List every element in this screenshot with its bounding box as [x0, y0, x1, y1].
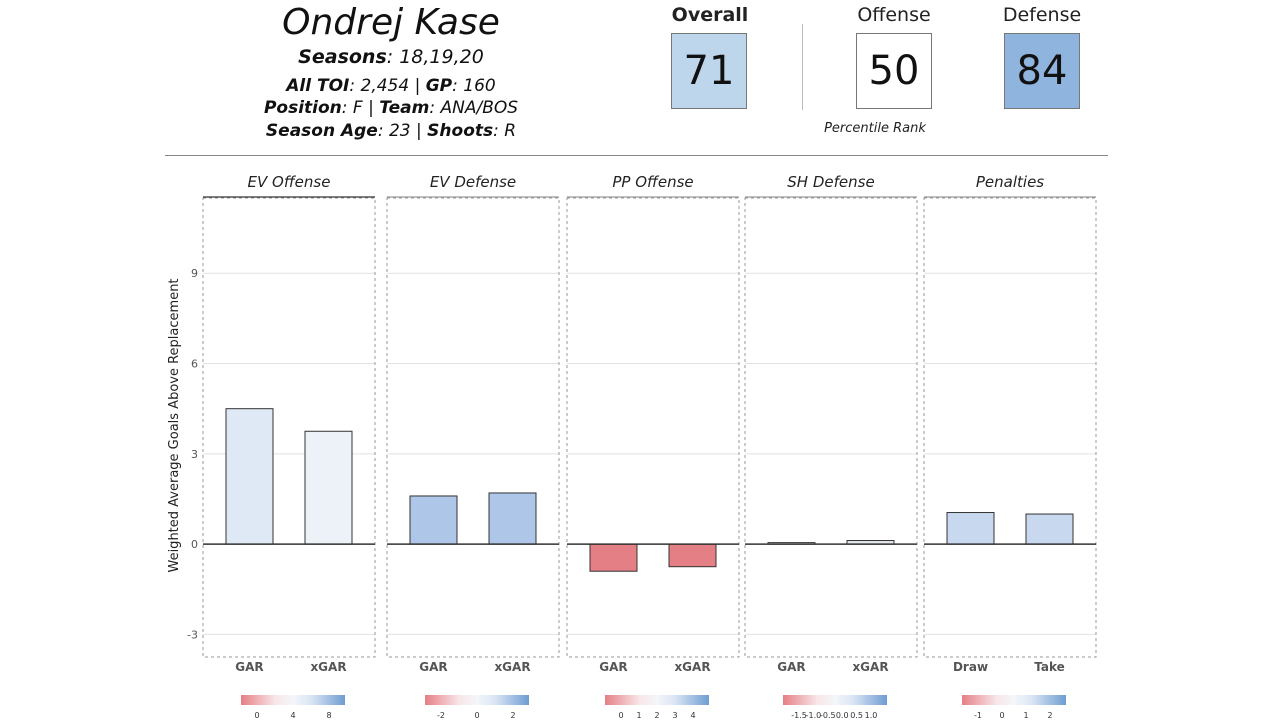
y-tick-label: 0	[191, 538, 198, 551]
overall-rating-box: 71	[671, 33, 747, 109]
bar-gar	[225, 408, 274, 545]
color-legend-tick: 2	[510, 711, 515, 720]
gp-label: GP	[425, 76, 453, 96]
color-legend-tick: 3	[672, 711, 677, 720]
panel-title: Penalties	[976, 173, 1044, 191]
bar-xgar	[304, 430, 353, 545]
color-legend-bar	[425, 695, 529, 705]
toi-label: All TOI	[286, 76, 350, 96]
color-legend-tick: -0.5	[820, 711, 836, 720]
color-legend-tick: 0	[474, 711, 479, 720]
color-legend-bar	[962, 695, 1066, 705]
panel-ev-offense: EV Offense GAR xGAR 0 4 8	[202, 173, 376, 720]
color-legend-tick: 1	[1023, 711, 1028, 720]
color-legend-tick: 1.0	[865, 711, 878, 720]
team-label: Team	[379, 98, 430, 118]
x-tick-label: GAR	[419, 660, 447, 674]
age-label: Season Age	[265, 121, 378, 141]
x-tick-label: xGAR	[494, 660, 530, 674]
seasons-value: 18,19,20	[399, 46, 484, 68]
bar-take	[1025, 513, 1074, 545]
x-tick-label: GAR	[235, 660, 263, 674]
panel-pp-offense: PP Offense GAR xGAR 0 1 2 3 4	[566, 173, 740, 720]
color-legend-tick: -1	[974, 711, 982, 720]
x-tick-label: Take	[1034, 660, 1065, 674]
bar-xgar	[668, 543, 717, 568]
bar-gar	[409, 495, 458, 545]
position-label: Position	[263, 98, 342, 118]
bar-gar	[589, 543, 638, 572]
shoots-label: Shoots	[427, 121, 494, 141]
panel-penalties: Penalties Draw Take -1 0 1 2	[923, 173, 1097, 720]
panel-frame	[566, 197, 740, 658]
color-legend-tick: 8	[326, 711, 331, 720]
color-legend-tick: 1	[636, 711, 641, 720]
panel-title: PP Offense	[612, 173, 693, 191]
age-line: Season Age: 23 | Shoots: R	[265, 121, 517, 141]
y-axis-label: Weighted Average Goals Above Replacement	[167, 278, 182, 572]
panel-ev-defense: EV Defense GAR xGAR -2 0 2	[386, 173, 560, 720]
color-legend-tick: 0	[999, 711, 1004, 720]
team-value: ANA/BOS	[440, 98, 519, 118]
x-tick-label: GAR	[599, 660, 627, 674]
color-legend-bar	[605, 695, 709, 705]
color-legend-tick: 0.5	[850, 711, 863, 720]
x-tick-label: Draw	[953, 660, 988, 674]
color-legend-tick: 2	[1047, 711, 1052, 720]
x-tick-label: xGAR	[310, 660, 346, 674]
x-tick-label: GAR	[777, 660, 805, 674]
panel-frame	[202, 197, 376, 658]
position-line: Position: F | Team: ANA/BOS	[263, 98, 519, 118]
defense-rating-box: 84	[1004, 33, 1080, 109]
color-legend-tick: 0.0	[836, 711, 849, 720]
color-legend-tick: 4	[690, 711, 695, 720]
shoots-value: R	[504, 121, 517, 141]
ratings-divider	[802, 24, 803, 110]
color-legend-tick: -1.5	[791, 711, 807, 720]
color-legend-tick: -1.0	[806, 711, 822, 720]
offense-rating-box: 50	[856, 33, 932, 109]
color-legend-tick: 0	[254, 711, 259, 720]
panel-sh-defense: SH Defense GAR xGAR -1.5-1.0-0.5 0.0 0.5 1.0	[744, 173, 918, 720]
seasons-label: Seasons	[298, 46, 387, 68]
position-value: F	[352, 98, 363, 118]
offense-label: Offense	[857, 4, 931, 26]
color-legend-tick: -2	[437, 711, 445, 720]
y-tick-label: 3	[191, 448, 198, 461]
toi-value: 2,454	[360, 76, 410, 96]
panel-title: SH Defense	[787, 173, 874, 191]
panel-frame	[923, 197, 1097, 658]
color-legend-bar	[241, 695, 345, 705]
gp-value: 160	[463, 76, 496, 96]
color-legend-tick: 2	[654, 711, 659, 720]
player-name: Ondrej Kase	[282, 2, 500, 43]
bar-draw	[946, 512, 995, 545]
bar-xgar	[488, 492, 537, 545]
panel-title: EV Offense	[248, 173, 331, 191]
age-value: 23	[388, 121, 411, 141]
x-tick-label: xGAR	[674, 660, 710, 674]
header-divider	[165, 155, 1108, 156]
y-tick-label: 6	[191, 358, 198, 371]
percentile-rank-caption: Percentile Rank	[824, 121, 926, 136]
y-tick-label: -3	[187, 628, 198, 641]
y-tick-label: 9	[191, 267, 198, 280]
toi-line: All TOI: 2,454 | GP: 160	[286, 76, 496, 96]
panel-frame	[744, 197, 918, 658]
color-legend-tick: 0	[618, 711, 623, 720]
defense-label: Defense	[1002, 4, 1082, 26]
panel-frame	[386, 197, 560, 658]
seasons-line: Seasons: 18,19,20	[298, 46, 484, 68]
x-tick-label: xGAR	[852, 660, 888, 674]
overall-label: Overall	[671, 4, 749, 26]
color-legend-tick: 4	[290, 711, 295, 720]
panel-title: EV Defense	[430, 173, 516, 191]
color-legend-bar	[783, 695, 887, 705]
